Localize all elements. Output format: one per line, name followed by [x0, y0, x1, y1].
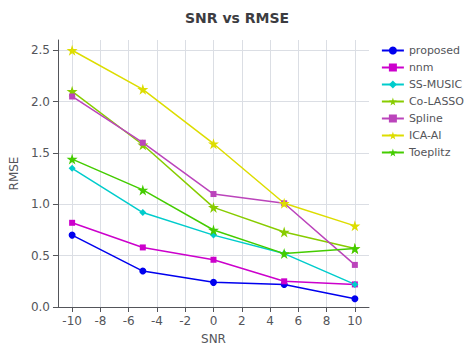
svg-text:-4: -4 — [151, 314, 163, 328]
svg-text:0.5: 0.5 — [31, 249, 50, 263]
svg-text:SS-MUSIC: SS-MUSIC — [409, 78, 463, 91]
svg-text:0: 0 — [210, 314, 218, 328]
svg-text:Spline: Spline — [409, 112, 443, 125]
svg-text:2.5: 2.5 — [31, 43, 50, 57]
svg-text:4: 4 — [266, 314, 274, 328]
svg-text:RMSE: RMSE — [7, 157, 21, 191]
svg-text:SNR: SNR — [201, 332, 226, 346]
svg-text:nnm: nnm — [409, 61, 434, 74]
svg-text:SNR vs RMSE: SNR vs RMSE — [185, 10, 289, 26]
svg-text:-8: -8 — [94, 314, 106, 328]
svg-text:6: 6 — [294, 314, 302, 328]
svg-text:-6: -6 — [123, 314, 135, 328]
svg-text:Co-LASSO: Co-LASSO — [409, 95, 464, 108]
svg-text:Toeplitz: Toeplitz — [408, 146, 451, 159]
svg-text:10: 10 — [347, 314, 362, 328]
svg-text:-2: -2 — [179, 314, 191, 328]
svg-text:1.0: 1.0 — [31, 197, 50, 211]
svg-text:ICA-AI: ICA-AI — [409, 129, 442, 142]
svg-text:-10: -10 — [62, 314, 82, 328]
svg-text:1.5: 1.5 — [31, 146, 50, 160]
svg-text:2: 2 — [238, 314, 246, 328]
svg-text:8: 8 — [323, 314, 331, 328]
svg-text:2.0: 2.0 — [31, 95, 50, 109]
svg-text:0.0: 0.0 — [31, 300, 50, 314]
svg-text:proposed: proposed — [409, 44, 460, 57]
